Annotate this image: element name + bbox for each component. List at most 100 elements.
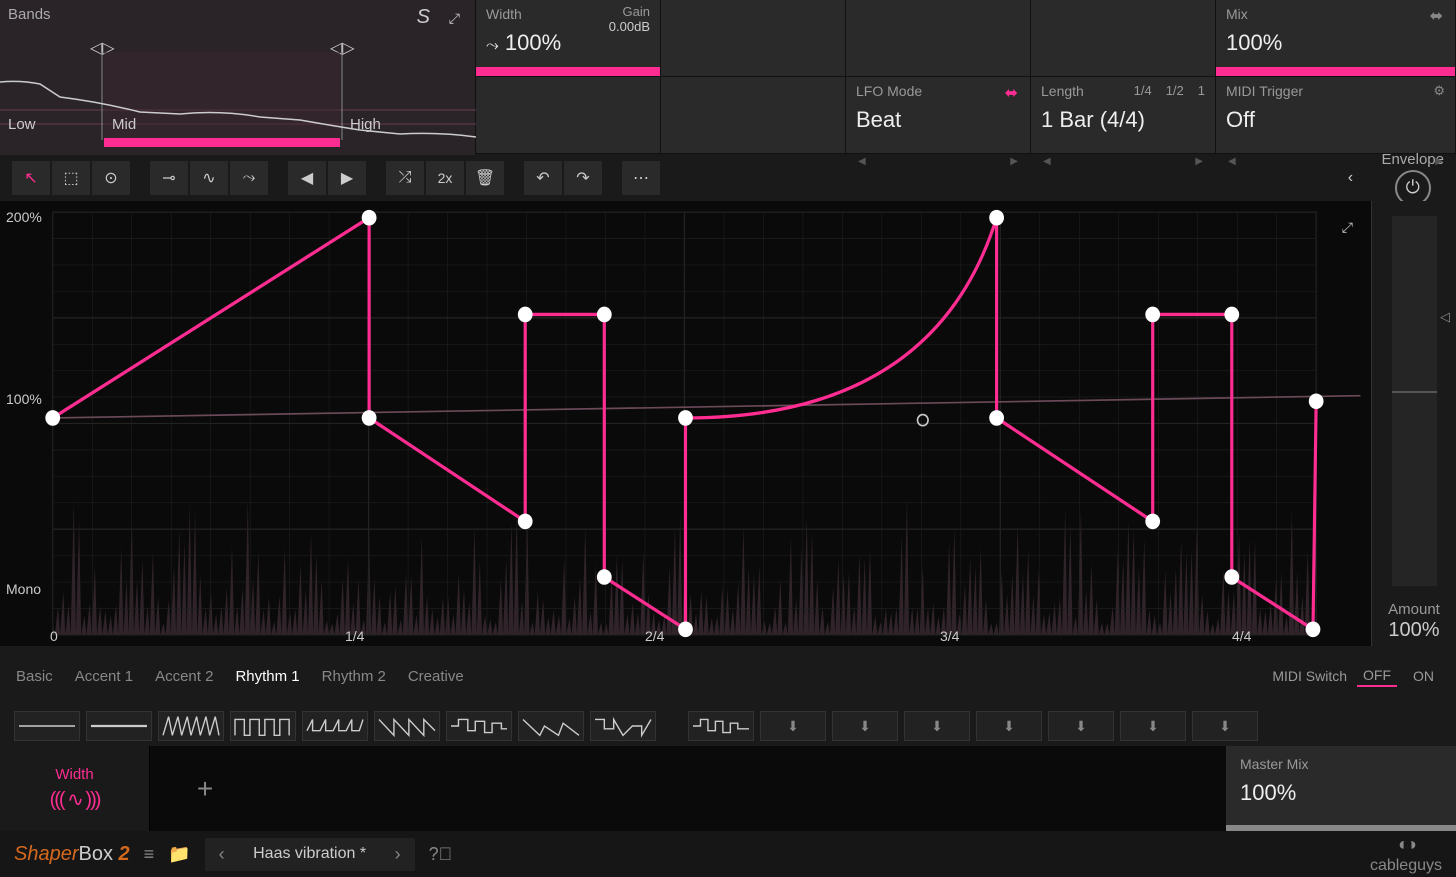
shapes-row: ⬇⬇⬇⬇⬇⬇⬇ (0, 706, 1456, 746)
pointer-button[interactable]: ↖ (12, 161, 50, 195)
nav-arrows[interactable]: ◀▶ (1216, 156, 1455, 167)
y-axis-label: 100% (6, 391, 42, 407)
shape-preset-7[interactable] (518, 711, 584, 741)
help-icon[interactable]: ?⃝ (429, 844, 453, 865)
more-button[interactable]: ⋯ (622, 161, 660, 195)
x-axis-label: 3/4 (940, 628, 959, 644)
shape-user-0[interactable] (688, 711, 754, 741)
shape-preset-0[interactable] (14, 711, 80, 741)
param-midi[interactable]: MIDI TriggerOff⚙◀▶ (1216, 77, 1456, 153)
param-empty3 (1031, 0, 1216, 76)
param-label: Mix (1226, 6, 1445, 22)
scurve-button[interactable]: ⤳ (230, 161, 268, 195)
module-tab-width[interactable]: Width ((( ∿ ))) (0, 746, 150, 831)
param-empty2 (846, 0, 1031, 76)
gear-icon[interactable]: ⚙ (1433, 83, 1445, 99)
magnet-button[interactable]: ⊙ (92, 161, 130, 195)
band-high-label[interactable]: High (350, 116, 381, 133)
category-row: Basic Accent 1 Accent 2 Rhythm 1 Rhythm 2 Cre… (0, 646, 1456, 706)
param-value[interactable]: 100% (1226, 30, 1445, 56)
product-logo: ShaperBox 2 (14, 843, 130, 866)
footer: ShaperBox 2 ≡ 📁 ‹ Haas vibration * › ?⃝ … (0, 831, 1456, 877)
preset-prev-button[interactable]: ‹ (219, 844, 225, 865)
amount-label: Amount (1372, 601, 1456, 618)
master-mix-label: Master Mix (1240, 756, 1442, 772)
expand-icon[interactable]: ⤢ (449, 10, 460, 27)
folder-icon[interactable]: 📁 (168, 844, 190, 865)
category-accent-2[interactable]: Accent 2 (155, 668, 213, 685)
y-axis-label: Mono (6, 581, 41, 597)
graph-expand-icon[interactable]: ⤢ (1342, 219, 1353, 236)
add-module-button[interactable]: + (150, 746, 260, 831)
master-mix-bar (1226, 825, 1456, 831)
param-empty4 (476, 77, 661, 153)
shape-user-1[interactable]: ⬇ (760, 711, 826, 741)
param-label: LFO Mode (856, 83, 1020, 99)
menu-icon[interactable]: ≡ (144, 844, 155, 865)
redo-button[interactable]: ↷ (564, 161, 602, 195)
curve-button[interactable]: ∿ (190, 161, 228, 195)
shape-user-7[interactable]: ⬇ (1192, 711, 1258, 741)
param-value[interactable]: Beat (856, 107, 1020, 133)
select-button[interactable]: ⬚ (52, 161, 90, 195)
double-button[interactable]: 2x (426, 161, 464, 195)
preset-name[interactable]: Haas vibration * (235, 845, 385, 863)
x-axis-label: 0 (50, 628, 58, 644)
category-rhythm-1[interactable]: Rhythm 1 (235, 668, 299, 685)
envelope-marker-icon[interactable]: ◁ (1440, 309, 1450, 325)
param-width[interactable]: Width⤳ 100%Gain0.00dB (476, 0, 661, 76)
master-mix-value[interactable]: 100% (1240, 780, 1442, 806)
param-mix[interactable]: Mix 100% ⬌ (1216, 0, 1456, 76)
master-mix-panel[interactable]: Master Mix 100% (1226, 746, 1456, 831)
nav-arrows[interactable]: ◀▶ (1031, 156, 1215, 167)
shape-preset-8[interactable] (590, 711, 656, 741)
next-button[interactable]: ▶ (328, 161, 366, 195)
param-empty1 (661, 0, 846, 76)
midi-switch-off[interactable]: OFF (1357, 665, 1397, 687)
category-basic[interactable]: Basic (16, 668, 53, 685)
band-low-label[interactable]: Low (8, 116, 36, 133)
shape-user-2[interactable]: ⬇ (832, 711, 898, 741)
param-value[interactable]: Off (1226, 107, 1445, 133)
shape-user-5[interactable]: ⬇ (1048, 711, 1114, 741)
param-value[interactable]: 1 Bar (4/4) (1041, 107, 1205, 133)
category-accent-1[interactable]: Accent 1 (75, 668, 133, 685)
link-icon[interactable]: ⬌ (1430, 6, 1443, 26)
undo-button[interactable]: ↶ (524, 161, 562, 195)
param-sub[interactable]: Gain0.00dB (609, 4, 650, 34)
active-band-strip (104, 138, 340, 147)
shape-user-3[interactable]: ⬇ (904, 711, 970, 741)
line-button[interactable]: ⊸ (150, 161, 188, 195)
band-mid-label[interactable]: Mid (112, 116, 136, 133)
param-bar (476, 67, 660, 76)
shape-user-4[interactable]: ⬇ (976, 711, 1042, 741)
spectrum-display (0, 52, 476, 140)
shuffle-button[interactable]: ⤮ (386, 161, 424, 195)
shape-preset-4[interactable] (302, 711, 368, 741)
shape-preset-3[interactable] (230, 711, 296, 741)
category-creative[interactable]: Creative (408, 668, 464, 685)
param-length[interactable]: Length1 Bar (4/4)1/41/21◀▶ (1031, 77, 1216, 153)
shape-preset-2[interactable] (158, 711, 224, 741)
param-lfo[interactable]: LFO ModeBeat⬌◀▶ (846, 77, 1031, 153)
length-options[interactable]: 1/41/21 (1120, 83, 1205, 98)
module-row: Width ((( ∿ ))) + Master Mix 100% (0, 746, 1456, 831)
shape-preset-1[interactable] (86, 711, 152, 741)
envelope-side-panel: ◁ Amount 100% (1371, 201, 1456, 646)
midi-switch-on[interactable]: ON (1407, 666, 1440, 686)
shape-preset-5[interactable] (374, 711, 440, 741)
shape-user-6[interactable]: ⬇ (1120, 711, 1186, 741)
shape-preset-6[interactable] (446, 711, 512, 741)
nav-arrows[interactable]: ◀▶ (846, 156, 1030, 167)
amount-value[interactable]: 100% (1372, 619, 1456, 642)
category-rhythm-2[interactable]: Rhythm 2 (322, 668, 386, 685)
prev-button[interactable]: ◀ (288, 161, 326, 195)
param-empty5 (661, 77, 846, 153)
solo-button[interactable]: S (417, 6, 430, 29)
link-icon[interactable]: ⬌ (1005, 83, 1018, 103)
preset-next-button[interactable]: › (395, 844, 401, 865)
x-axis-label: 1/4 (345, 628, 364, 644)
bands-panel[interactable]: Bands S ⤢ ◁▷ ◁▷ Low Mid High (0, 0, 476, 155)
lfo-graph[interactable]: ⤢ 200%100%Mono 01/42/43/44/4 (0, 201, 1371, 646)
delete-button[interactable]: 🗑 (466, 161, 504, 195)
